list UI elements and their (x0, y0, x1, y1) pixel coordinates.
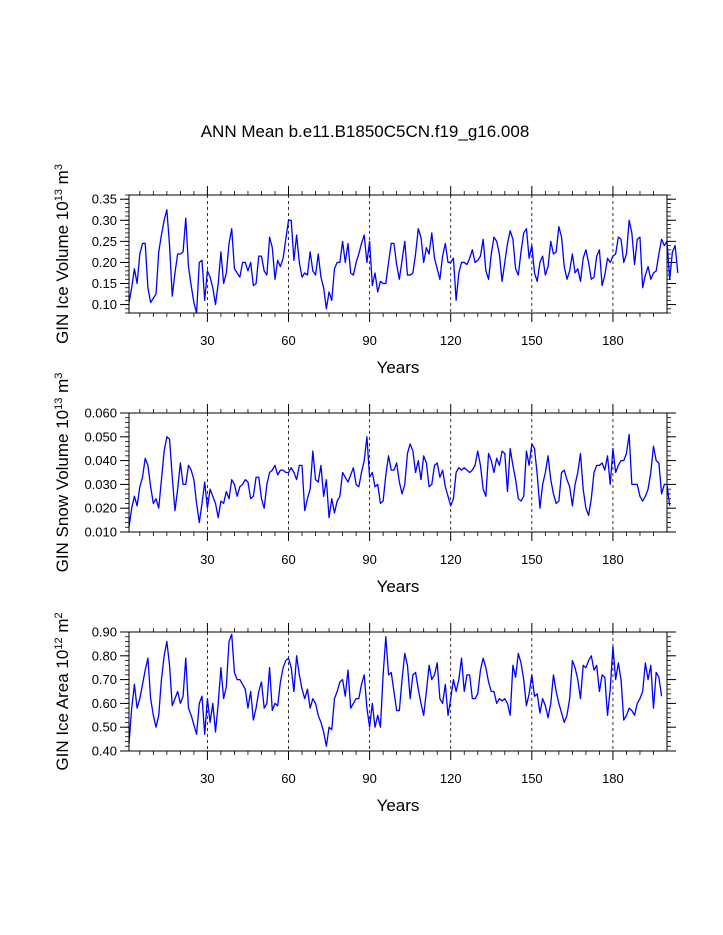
panels: 30 60 90 120 150 180 0.10 0.15 0.20 0.25 0.30 0.35 Y… (53, 164, 679, 815)
x-tick-label: 30 (200, 552, 214, 567)
x-axis-title: Years (377, 577, 420, 596)
y-tick-label: 0.60 (92, 696, 117, 711)
y-tick-label: 0.10 (92, 297, 117, 312)
y-tick-label: 0.80 (92, 648, 117, 663)
y-axis-title-superscript: 3 (53, 164, 65, 170)
x-tick-label: 180 (602, 771, 624, 786)
y-axis-title-superscript: 3 (53, 373, 65, 379)
x-tick-label: 180 (602, 552, 624, 567)
y-axis-title-part: m (53, 170, 72, 189)
x-tick-label: 150 (521, 552, 543, 567)
y-axis-title: GIN Ice Area 1012 m2 (53, 612, 72, 770)
y-tick-label: 0.040 (84, 453, 117, 468)
y-axis-title-part: m (53, 379, 72, 398)
y-tick-label: 0.060 (84, 406, 117, 421)
panel-2: 30 60 90 120 150 180 0.010 0.020 0.030 0.040 0.050… (53, 373, 676, 596)
x-tick-label: 90 (362, 552, 376, 567)
x-tick-label: 30 (200, 771, 214, 786)
y-tick-label: 0.030 (84, 477, 117, 492)
y-tick-label: 0.90 (92, 625, 117, 640)
x-tick-label: 180 (602, 333, 624, 348)
y-tick-label: 0.70 (92, 672, 117, 687)
series-line (128, 209, 679, 314)
x-tick-label: 60 (281, 552, 295, 567)
y-tick-label: 0.25 (92, 234, 117, 249)
x-tick-label: 30 (200, 333, 214, 348)
y-axis-title-part: GIN Ice Volume 10 (53, 201, 72, 344)
y-tick-label: 0.050 (84, 429, 117, 444)
y-axis-title: GIN Snow Volume 1013 m3 (53, 373, 72, 573)
series-line (128, 633, 663, 747)
chart-title: ANN Mean b.e11.B1850C5CN.f19_g16.008 (201, 122, 530, 141)
x-tick-label: 120 (440, 552, 462, 567)
x-tick-label: 60 (281, 333, 295, 348)
y-axis-title-part: m (53, 619, 72, 638)
plot-frame (128, 631, 668, 752)
y-tick-label: 0.50 (92, 720, 117, 735)
x-tick-label: 90 (362, 771, 376, 786)
y-axis-title-superscript: 13 (53, 189, 65, 201)
y-axis-title-superscript: 13 (53, 398, 65, 410)
panel-1: 30 60 90 120 150 180 0.10 0.15 0.20 0.25 0.30 0.35 Y… (53, 164, 679, 377)
plot-frame (128, 412, 668, 533)
y-tick-label: 0.15 (92, 276, 117, 291)
series-line (128, 433, 671, 528)
y-axis-title-part: GIN Snow Volume 10 (53, 410, 72, 573)
y-axis-title-superscript: 2 (53, 612, 65, 618)
y-axis-title: GIN Ice Volume 1013 m3 (53, 164, 72, 344)
y-tick-label: 0.40 (92, 744, 117, 759)
y-tick-label: 0.20 (92, 255, 117, 270)
y-tick-label: 0.010 (84, 525, 117, 540)
x-tick-label: 150 (521, 333, 543, 348)
plot-frame (128, 194, 668, 314)
x-tick-label: 120 (440, 333, 462, 348)
x-axis-title: Years (377, 358, 420, 377)
x-tick-label: 150 (521, 771, 543, 786)
panel-3: 30 60 90 120 150 180 0.40 0.50 0.60 0.70 0.80 0.90 Y… (53, 612, 676, 815)
y-axis-title-superscript: 12 (53, 637, 65, 649)
x-tick-label: 60 (281, 771, 295, 786)
x-axis-title: Years (377, 796, 420, 815)
x-tick-label: 120 (440, 771, 462, 786)
y-tick-label: 0.30 (92, 213, 117, 228)
x-tick-label: 90 (362, 333, 376, 348)
y-tick-label: 0.020 (84, 501, 117, 516)
y-tick-label: 0.35 (92, 192, 117, 207)
y-axis-title-part: GIN Ice Area 10 (53, 650, 72, 771)
